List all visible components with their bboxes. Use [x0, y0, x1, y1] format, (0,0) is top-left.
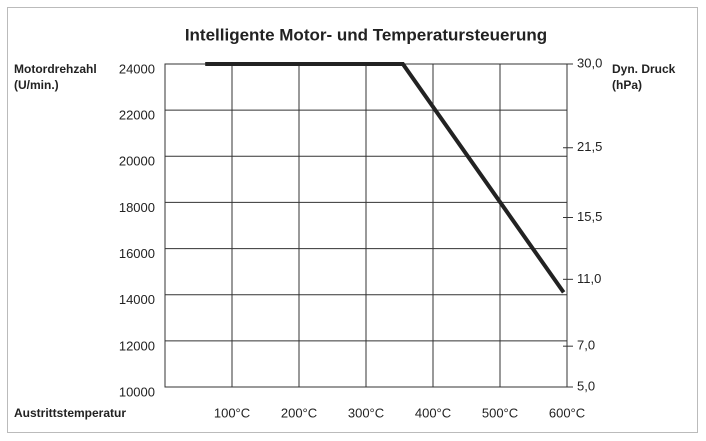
y2-tick-label: 30,0	[577, 55, 602, 70]
y2-tick-label: 7,0	[577, 338, 595, 353]
x-axis-label: Austrittstemperatur	[14, 406, 126, 420]
y2-tick-label: 11,0	[577, 271, 601, 286]
chart-title: Intelligente Motor- und Temperatursteuer…	[185, 25, 547, 44]
y-tick-label: 22000	[119, 108, 155, 123]
x-tick-label: 100°C	[214, 405, 250, 420]
line	[205, 62, 566, 294]
y-tick-label: 14000	[119, 292, 155, 307]
y-tick-label: 24000	[119, 61, 155, 76]
y-axis-label: Motordrehzahl	[14, 62, 97, 76]
y-tick-label: 20000	[119, 154, 155, 169]
y2-tick-label: 15,5	[577, 209, 602, 224]
y2-tick-label: 21,5	[577, 139, 602, 154]
x-tick-label: 600°C	[549, 405, 585, 420]
y2-tick-label: 5,0	[577, 378, 595, 393]
y-tick-label: 12000	[119, 338, 155, 353]
y-tick-label: 10000	[119, 384, 155, 399]
y-tick-label: 16000	[119, 246, 155, 261]
x-tick-label: 400°C	[415, 405, 451, 420]
y-tick-label: 18000	[119, 200, 155, 215]
x-tick-label: 500°C	[482, 405, 518, 420]
x-tick-label: 200°C	[281, 405, 317, 420]
y-axis-label: (U/min.)	[14, 78, 59, 92]
frame	[7, 7, 698, 433]
x-tick-label: 300°C	[348, 405, 384, 420]
y2-axis-label: (hPa)	[612, 78, 642, 92]
y2-axis-label: Dyn. Druck	[612, 62, 676, 76]
